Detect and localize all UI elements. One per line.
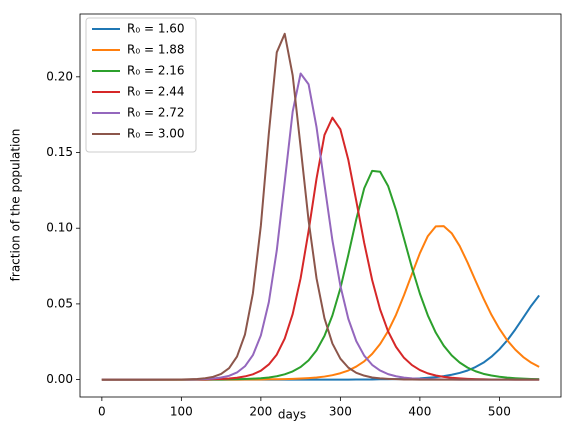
plot-frame <box>79 13 562 398</box>
line <box>101 294 540 381</box>
y-tick-label: 0.10 <box>46 221 73 235</box>
x-axis-label: days <box>278 408 306 422</box>
y-tick-label: 0.20 <box>46 69 73 83</box>
x-tick-label: 100 <box>170 405 193 419</box>
y-tick-label: 0.00 <box>46 372 73 386</box>
legend: R₀ = 1.60 R₀ = 1.88 R₀ = 2.16 R₀ = 2.44 R₀ =… <box>85 17 197 153</box>
legend-label: R₀ = 2.72 <box>127 106 185 120</box>
legend-label: R₀ = 2.44 <box>127 85 185 99</box>
x-tick-label: 0 <box>98 405 106 419</box>
x-tick-label: 400 <box>408 405 431 419</box>
legend-box <box>85 17 197 153</box>
legend-label: R₀ = 3.00 <box>127 127 185 141</box>
y-tick-label: 0.05 <box>46 296 73 310</box>
legend-label: R₀ = 1.60 <box>127 22 185 36</box>
y-axis-label: fraction of the population <box>9 129 23 282</box>
line <box>101 32 540 381</box>
x-tick-label: 500 <box>488 405 511 419</box>
legend-label: R₀ = 2.16 <box>127 64 185 78</box>
x-tick-label: 300 <box>329 405 352 419</box>
y-tick-label: 0.15 <box>46 145 73 159</box>
legend-label: R₀ = 1.88 <box>127 43 185 57</box>
x-tick-label: 200 <box>249 405 272 419</box>
